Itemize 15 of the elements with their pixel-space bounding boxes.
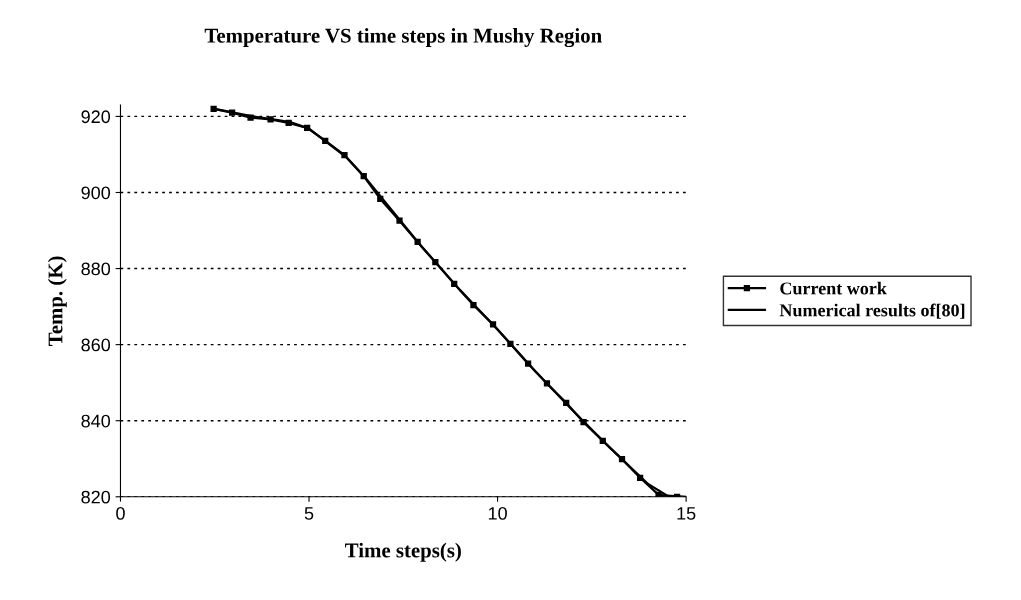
x-tick-label: 0 [116,507,125,520]
legend-label: Current work [780,281,887,295]
y-tick-label: 820 [81,490,111,504]
y-tick-label: 880 [81,262,111,276]
chart-title: Temperature VS time steps in Mushy Region [204,28,602,48]
y-tick-label: 840 [81,414,111,428]
legend-label: Numerical results of[80] [779,303,965,319]
x-axis-title: Time steps(s) [345,542,461,562]
x-tick-label: 15 [677,507,696,520]
y-tick-label: 900 [81,186,111,200]
y-tick-label: 860 [81,338,111,352]
x-tick-label: 10 [488,507,507,520]
x-tick-label: 5 [304,507,314,520]
y-axis-title: Temp. (K) [47,256,67,346]
y-tick-label: 920 [81,110,111,124]
